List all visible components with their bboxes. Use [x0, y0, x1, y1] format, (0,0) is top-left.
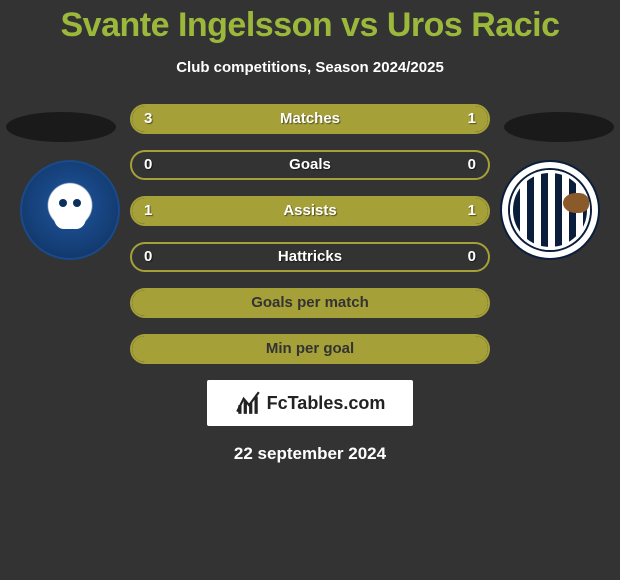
date: 22 september 2024: [0, 444, 620, 464]
left-player-shadow: [6, 112, 116, 142]
stat-label: Goals: [132, 152, 488, 178]
right-club-badge: [500, 160, 600, 260]
comparison-content: 31Matches 00Goals 11Assists 00Hattricks Goal…: [0, 104, 620, 364]
stat-bars: 31Matches 00Goals 11Assists 00Hattricks Goal…: [130, 104, 490, 364]
stat-row: 31Matches: [130, 104, 490, 134]
stat-label: Goals per match: [132, 290, 488, 316]
subtitle: Club competitions, Season 2024/2025: [0, 59, 620, 76]
stat-row: 00Hattricks: [130, 242, 490, 272]
owl-icon: [54, 191, 86, 229]
footer-logo-text: FcTables.com: [267, 393, 386, 414]
footer-logo: FcTables.com: [207, 380, 413, 426]
stat-row: 11Assists: [130, 196, 490, 226]
albion-icon: [510, 170, 590, 250]
chart-icon: [235, 390, 261, 416]
stat-row: Min per goal: [130, 334, 490, 364]
page-title: Svante Ingelsson vs Uros Racic: [0, 0, 620, 45]
stat-row: 00Goals: [130, 150, 490, 180]
left-club-badge: [20, 160, 120, 260]
stat-label: Min per goal: [132, 336, 488, 362]
right-player-shadow: [504, 112, 614, 142]
stat-label: Hattricks: [132, 244, 488, 270]
stat-label: Matches: [132, 106, 488, 132]
stat-label: Assists: [132, 198, 488, 224]
stat-row: Goals per match: [130, 288, 490, 318]
